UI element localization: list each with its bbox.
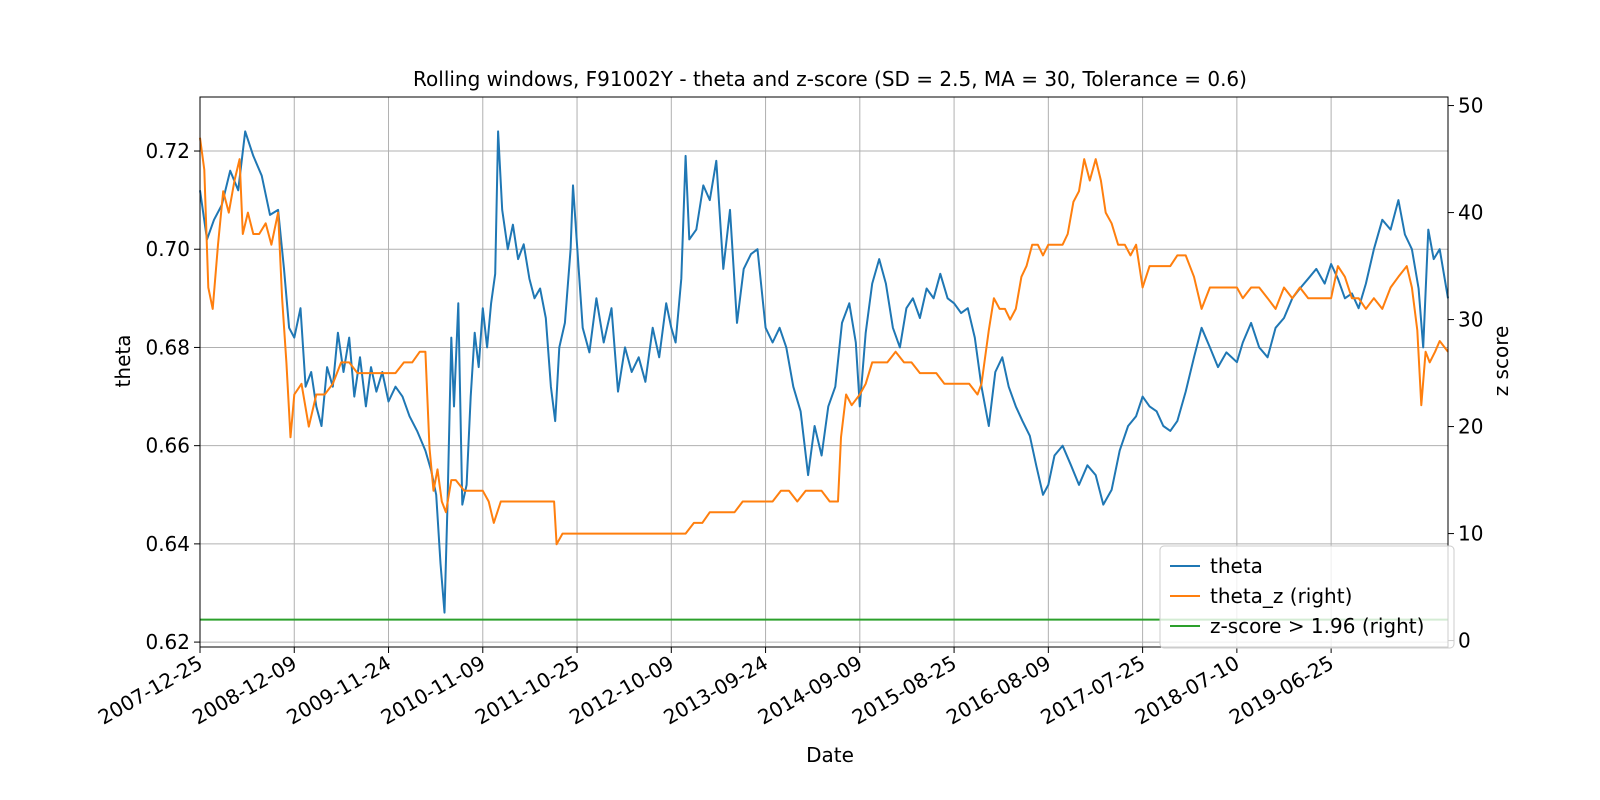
legend: theta theta_z (right) z-score > 1.96 (ri…	[1159, 545, 1455, 649]
y-axis-left: 0.62 0.64 0.66 0.68 0.70 0.72	[145, 139, 200, 654]
y-left-tick-label: 0.64	[145, 532, 190, 556]
x-tick-label: 2014-09-09	[754, 651, 867, 730]
y-axis-right-title: z score	[1489, 326, 1513, 397]
plot-frame	[199, 96, 1449, 648]
x-tick-label: 2018-07-10	[1131, 651, 1244, 730]
y-right-tick-label: 10	[1458, 522, 1483, 546]
y-left-tick-label: 0.70	[145, 237, 190, 261]
y-right-tick-label: 40	[1458, 201, 1483, 225]
chart-title: Rolling windows, F91002Y - theta and z-s…	[413, 67, 1247, 91]
y-right-tick-label: 0	[1458, 629, 1471, 653]
legend-label-z-threshold: z-score > 1.96 (right)	[1210, 614, 1424, 638]
legend-box	[1159, 545, 1455, 649]
y-axis-left-title: theta	[111, 335, 135, 388]
x-tick-label: 2007-12-25	[94, 651, 207, 730]
y-left-tick-label: 0.62	[145, 630, 190, 654]
x-tick-label: 2008-12-09	[188, 651, 301, 730]
x-tick-label: 2013-09-24	[659, 651, 772, 730]
x-axis: 2007-12-252008-12-092009-11-242010-11-09…	[94, 647, 1338, 729]
x-tick-label: 2017-07-25	[1036, 651, 1149, 730]
x-axis-title: Date	[806, 743, 854, 767]
y-left-tick-label: 0.66	[145, 434, 190, 458]
series-line-theta-z	[199, 137, 1449, 546]
y-right-tick-label: 30	[1458, 308, 1483, 332]
legend-label-theta: theta	[1210, 554, 1263, 578]
y-right-tick-label: 50	[1458, 94, 1483, 118]
x-tick-label: 2016-08-09	[942, 651, 1055, 730]
y-axis-right: 0 10 20 30 40 50	[1448, 94, 1483, 653]
x-tick-label: 2019-06-25	[1225, 651, 1338, 730]
legend-label-theta-z: theta_z (right)	[1210, 584, 1352, 608]
x-tick-label: 2012-10-09	[565, 651, 678, 730]
x-tick-label: 2009-11-24	[282, 651, 395, 730]
x-tick-label: 2015-08-25	[848, 651, 961, 730]
series-line-theta	[199, 130, 1449, 614]
y-left-tick-label: 0.72	[145, 139, 190, 163]
x-tick-label: 2010-11-09	[377, 651, 490, 730]
y-left-tick-label: 0.68	[145, 335, 190, 359]
x-tick-label: 2011-10-25	[471, 651, 584, 730]
y-right-tick-label: 20	[1458, 415, 1483, 439]
